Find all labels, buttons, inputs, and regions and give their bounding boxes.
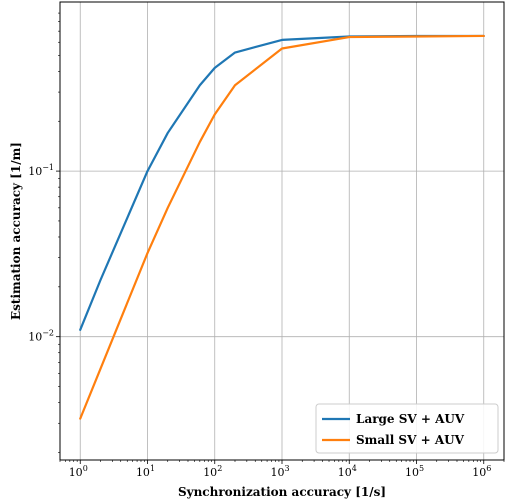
x-tick-label: 100	[69, 464, 88, 479]
x-tick-label: 105	[405, 464, 424, 479]
plot-lines	[79, 34, 485, 420]
y-tick-label: 10−1	[28, 163, 54, 178]
y-axis-label: Estimation accuracy [1/m]	[9, 142, 23, 320]
x-tick-label: 103	[270, 464, 289, 479]
tick-labels: 100 101 102 103 104 105 106 10−2 10−1	[28, 163, 491, 479]
x-tick-label: 104	[338, 464, 357, 479]
series-line-small-sv-auv	[79, 34, 485, 420]
y-tick-label: 10−2	[28, 329, 54, 344]
legend-label-small: Small SV + AUV	[356, 433, 465, 447]
legend-label-large: Large SV + AUV	[356, 412, 465, 426]
grid	[60, 2, 504, 460]
legend-box	[315, 403, 499, 454]
x-tick-label: 106	[472, 464, 491, 479]
x-axis-label: Synchronization accuracy [1/s]	[178, 485, 386, 499]
legend: Large SV + AUV Small SV + AUV	[315, 403, 499, 454]
x-tick-label: 102	[203, 464, 222, 479]
axis-ticks	[56, 12, 505, 464]
x-tick-label: 101	[136, 464, 155, 479]
